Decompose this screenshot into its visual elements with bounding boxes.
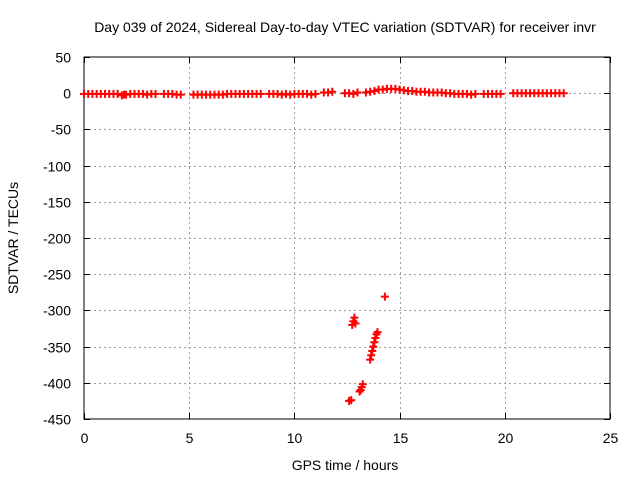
data-point xyxy=(353,88,362,97)
x-tick-label: 10 xyxy=(287,430,303,446)
y-tick-label: -300 xyxy=(43,303,71,319)
data-point xyxy=(370,87,379,96)
y-tick-label: -100 xyxy=(43,159,71,175)
x-tick-label: 25 xyxy=(603,430,619,446)
y-tick-label: -450 xyxy=(43,412,71,428)
y-tick-label: -250 xyxy=(43,267,71,283)
data-point xyxy=(328,87,337,96)
data-point xyxy=(471,89,480,98)
x-axis-title: GPS time / hours xyxy=(292,457,399,473)
y-tick-label: -150 xyxy=(43,195,71,211)
data-point xyxy=(358,380,367,389)
y-tick-label: -50 xyxy=(51,122,71,138)
data-point xyxy=(559,89,568,98)
data-point xyxy=(347,396,356,405)
data-point xyxy=(151,89,160,98)
data-point xyxy=(349,89,358,98)
grid-lines xyxy=(84,57,610,419)
data-point xyxy=(176,90,185,99)
data-point xyxy=(369,342,378,351)
y-tick-label: -200 xyxy=(43,231,71,247)
y-tick-label: 0 xyxy=(63,86,71,102)
y-axis-title: SDTVAR / TECUs xyxy=(5,182,21,294)
x-axis-tick-labels: 0 5 10 15 20 25 xyxy=(81,430,619,446)
data-point xyxy=(350,313,359,322)
data-point xyxy=(351,319,360,328)
data-point xyxy=(366,355,375,364)
data-point xyxy=(373,328,382,337)
data-series xyxy=(80,84,568,405)
data-point xyxy=(370,338,379,347)
x-tick-label: 20 xyxy=(498,430,514,446)
data-point xyxy=(368,346,377,355)
data-point xyxy=(380,292,389,301)
axis-ticks xyxy=(84,57,611,420)
data-point xyxy=(367,351,376,360)
data-point xyxy=(311,89,320,98)
y-tick-label: -400 xyxy=(43,376,71,392)
data-point xyxy=(256,89,265,98)
y-axis-tick-labels: 50 0 -50 -100 -150 -200 -250 -300 -350 -400 -450 xyxy=(43,50,71,428)
chart-title: Day 039 of 2024, Sidereal Day-to-day VTE… xyxy=(94,19,596,35)
y-tick-label: 50 xyxy=(55,50,71,66)
x-tick-label: 5 xyxy=(186,430,194,446)
data-point xyxy=(355,387,364,396)
data-point xyxy=(496,89,505,98)
x-tick-label: 15 xyxy=(393,430,409,446)
y-tick-label: -350 xyxy=(43,340,71,356)
x-tick-label: 0 xyxy=(81,430,89,446)
